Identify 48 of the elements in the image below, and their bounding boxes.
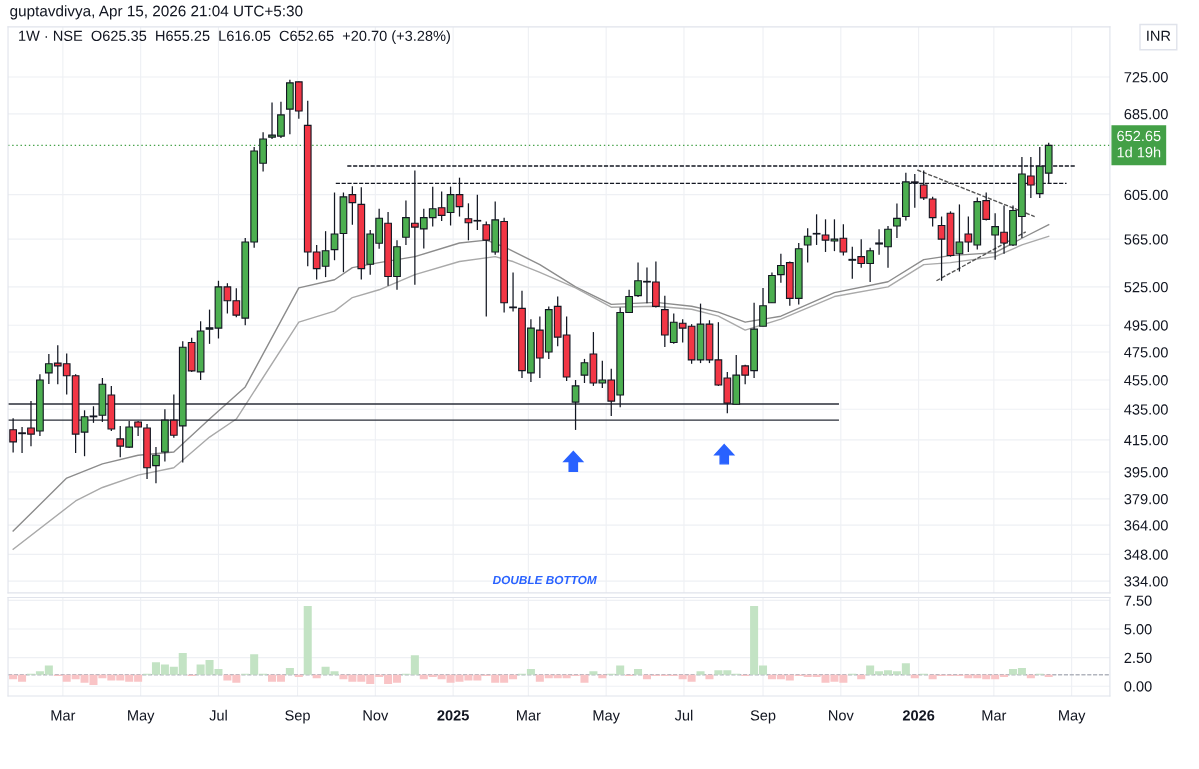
y-tick-label: 5.00 — [1124, 624, 1152, 635]
y-tick-label: 334.00 — [1124, 576, 1168, 587]
candlestick — [803, 227, 812, 264]
candlestick — [893, 202, 901, 239]
y-tick-label: 725.00 — [1124, 72, 1168, 83]
x-tick-label: Sep — [285, 710, 310, 724]
x-tick-label: Mar — [982, 710, 1007, 721]
y-tick-label: 348.00 — [1124, 549, 1168, 560]
bar — [285, 667, 294, 675]
y-tick-label: 435.00 — [1124, 404, 1168, 415]
x-tick-label: Mar — [51, 710, 76, 721]
x-tick-label: May — [593, 710, 620, 724]
annotation: DOUBLE BOTTOM — [492, 575, 597, 585]
y-tick-label: 605.00 — [1124, 189, 1168, 201]
y-tick-label: 525.00 — [1124, 282, 1168, 293]
bar — [696, 671, 705, 675]
y-tick-label: 475.00 — [1124, 347, 1168, 358]
bar — [634, 669, 643, 675]
x-tick-label: Nov — [363, 710, 389, 721]
x-tick-label: May — [128, 710, 155, 724]
y-tick-label: 565.00 — [1124, 234, 1168, 245]
y-tick-label: 2.50 — [1124, 652, 1152, 664]
y-tick-label: 455.00 — [1124, 375, 1168, 386]
y-tick-label: 379.00 — [1124, 493, 1168, 505]
y-axis-title: INR — [1147, 30, 1171, 41]
x-tick-label: Sep — [750, 710, 776, 724]
x-tick-label: Jul — [209, 709, 227, 721]
y-tick-label: 7.50 — [1124, 595, 1152, 606]
candlestick — [509, 271, 517, 313]
x-tick-label: Jul — [674, 709, 693, 721]
ref-line-label: 652.65 1d 19h — [1117, 130, 1161, 158]
bar — [303, 606, 312, 675]
x-tick-label: 2026 — [902, 710, 935, 721]
chart-subtitle: 1W · NSE O625.35 H655.25 L616.05 C652.65 +20.70 (+3.28%) — [19, 30, 450, 44]
y-tick-label: 685.00 — [1124, 108, 1168, 120]
x-tick-label: May — [1059, 710, 1086, 724]
y-tick-label: 364.00 — [1124, 520, 1168, 531]
candlestick — [759, 287, 767, 327]
x-tick-label: 2025 — [437, 710, 469, 721]
y-tick-label: 495.00 — [1124, 320, 1168, 331]
chart-title: guptavdivya, Apr 15, 2026 21:04 UTC+5:30 — [10, 5, 303, 20]
x-tick-label: Mar — [517, 710, 541, 721]
y-tick-label: 395.00 — [1124, 467, 1168, 478]
y-tick-label: 415.00 — [1124, 434, 1168, 446]
x-tick-label: Nov — [829, 710, 854, 721]
bar — [589, 671, 598, 675]
candlestick — [571, 379, 580, 431]
y-tick-label: 0.00 — [1124, 681, 1152, 692]
